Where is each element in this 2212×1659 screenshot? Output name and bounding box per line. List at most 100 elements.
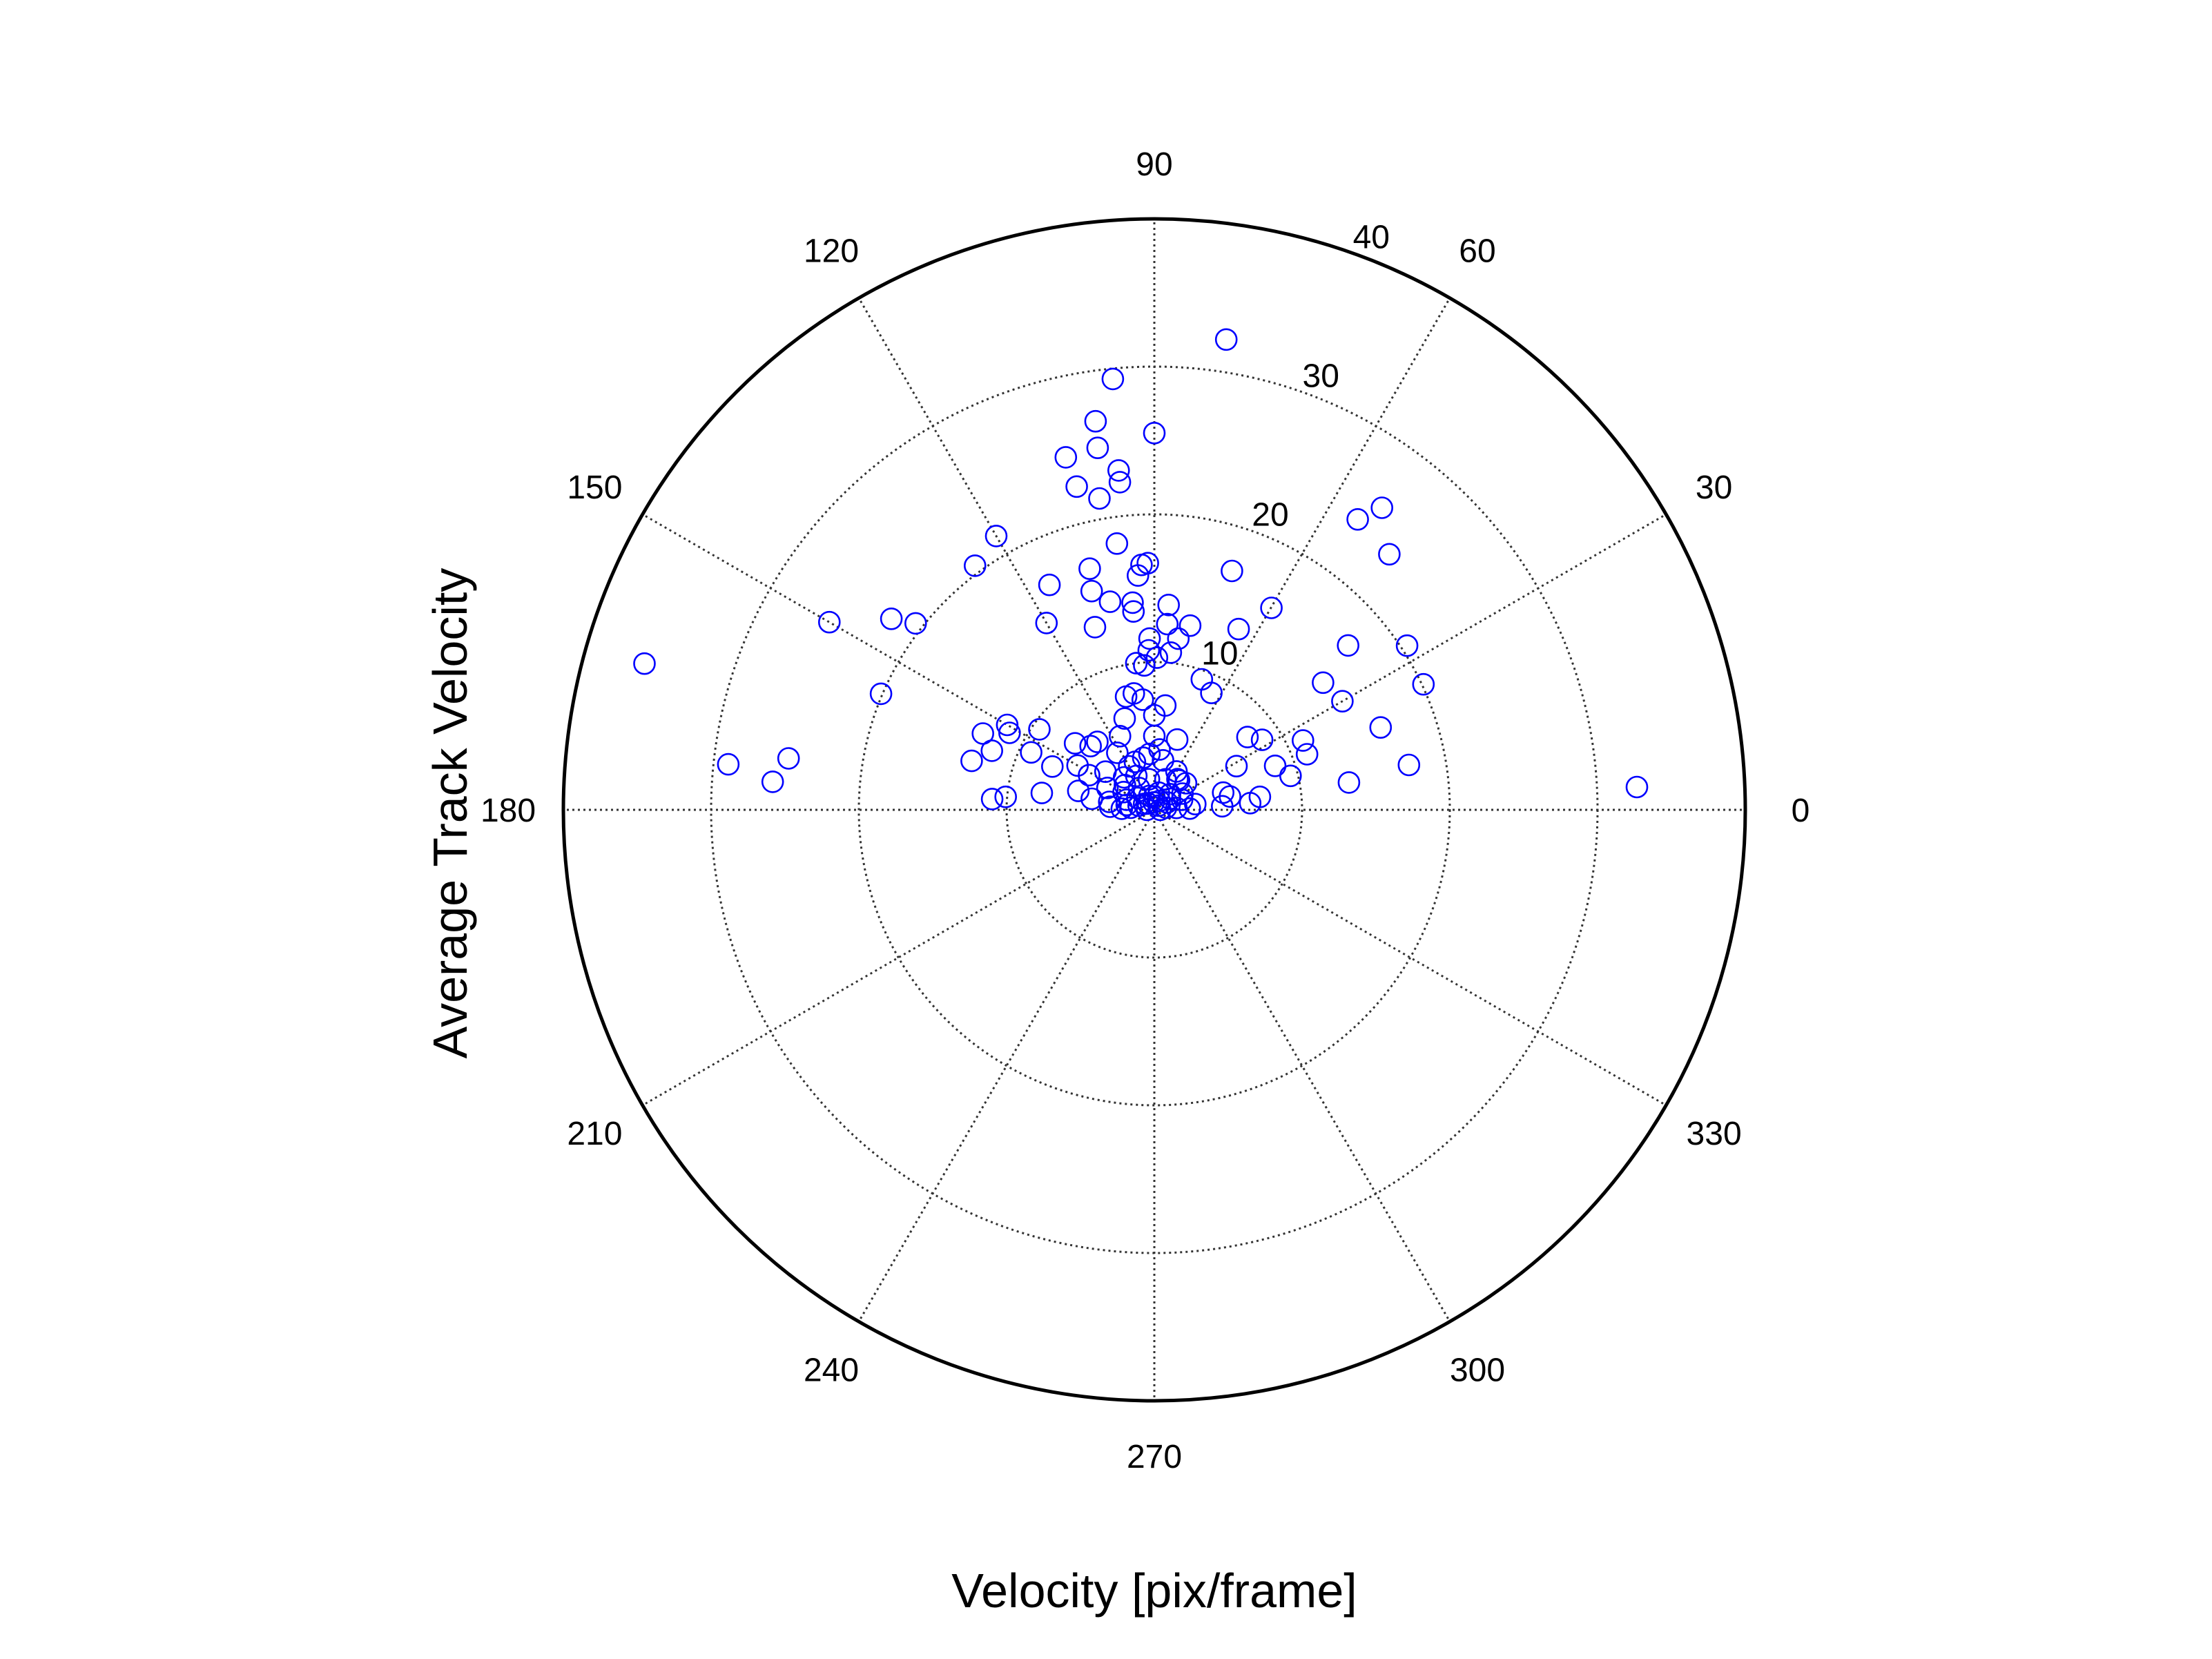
data-point xyxy=(960,749,983,773)
data-point xyxy=(1184,793,1207,815)
data-point xyxy=(1147,794,1170,817)
data-point xyxy=(1035,612,1058,634)
data-point xyxy=(1292,729,1314,752)
data-point xyxy=(971,722,994,745)
theta-tick-label-300: 300 xyxy=(1450,1352,1505,1389)
data-point xyxy=(1041,755,1064,778)
data-point xyxy=(1143,724,1166,748)
data-point xyxy=(869,682,893,706)
data-point xyxy=(1143,421,1166,445)
data-point xyxy=(1130,553,1153,576)
spoke-300 xyxy=(1153,809,1451,1323)
spoke-60 xyxy=(1153,297,1451,811)
data-point xyxy=(1625,775,1649,799)
data-point xyxy=(761,770,784,793)
data-point xyxy=(1119,796,1143,819)
data-point xyxy=(1125,764,1148,788)
spoke-240 xyxy=(857,809,1156,1323)
data-point xyxy=(1225,755,1248,777)
data-point xyxy=(980,739,1003,762)
data-point xyxy=(1080,787,1103,811)
data-point xyxy=(1312,671,1335,695)
data-point xyxy=(1211,795,1234,818)
data-point xyxy=(1123,750,1147,773)
theta-tick-label-240: 240 xyxy=(804,1352,859,1389)
data-point xyxy=(1250,728,1274,751)
spoke-210 xyxy=(641,808,1155,1107)
data-point xyxy=(1114,685,1138,708)
data-point xyxy=(1397,753,1421,777)
outer-ring xyxy=(561,217,1747,1403)
r-tick-label-20: 20 xyxy=(1252,497,1288,534)
data-point xyxy=(1125,652,1148,675)
data-point xyxy=(1083,616,1107,639)
y-axis-title: Average Track Velocity xyxy=(423,568,477,1059)
data-point xyxy=(1038,573,1061,596)
data-point xyxy=(777,747,800,770)
data-point xyxy=(1260,596,1283,619)
data-point xyxy=(1279,764,1302,788)
data-point xyxy=(1221,559,1243,583)
data-point xyxy=(964,554,987,577)
r-tick-label-40: 40 xyxy=(1353,219,1390,255)
data-point xyxy=(1109,725,1132,748)
data-point xyxy=(1158,783,1181,806)
data-point xyxy=(818,610,841,634)
data-point xyxy=(717,753,740,776)
data-point xyxy=(880,607,903,630)
spoke-150 xyxy=(641,513,1155,811)
data-point xyxy=(1159,641,1183,664)
data-point xyxy=(1156,612,1179,636)
data-point xyxy=(1337,634,1359,657)
data-point xyxy=(984,525,1008,547)
data-point xyxy=(1079,735,1102,757)
data-point xyxy=(1080,579,1103,603)
data-point xyxy=(1054,446,1078,469)
r-tick-label-10: 10 xyxy=(1201,636,1238,672)
theta-tick-label-330: 330 xyxy=(1687,1116,1742,1152)
data-point xyxy=(1088,487,1111,510)
data-point xyxy=(1110,797,1134,820)
data-point xyxy=(1295,743,1319,766)
data-point xyxy=(1086,436,1109,460)
data-point xyxy=(1412,672,1435,696)
theta-tick-label-0: 0 xyxy=(1792,793,1810,829)
data-point xyxy=(1145,646,1169,669)
data-point xyxy=(1065,475,1088,498)
data-point xyxy=(1127,564,1149,587)
spoke-330 xyxy=(1154,808,1667,1107)
data-point xyxy=(994,785,1017,808)
data-point xyxy=(904,612,927,635)
grid-ring-30 xyxy=(710,365,1599,1254)
data-point xyxy=(1094,760,1117,783)
data-point xyxy=(1157,593,1180,617)
data-point xyxy=(1369,716,1393,739)
data-point xyxy=(1098,590,1122,613)
data-point xyxy=(1178,614,1202,637)
data-point xyxy=(1263,755,1287,777)
data-point xyxy=(1028,718,1051,741)
data-point xyxy=(1096,777,1119,799)
theta-tick-label-30: 30 xyxy=(1696,469,1732,506)
data-point xyxy=(996,713,1019,737)
data-point xyxy=(1152,749,1174,772)
data-point xyxy=(1214,328,1238,351)
grid-ring-20 xyxy=(857,513,1451,1107)
data-point xyxy=(1239,792,1262,815)
data-point xyxy=(1165,728,1189,751)
data-points xyxy=(633,328,1649,822)
data-point xyxy=(1137,639,1161,662)
polar-grid xyxy=(561,217,1747,1403)
data-point xyxy=(1178,797,1201,820)
data-point xyxy=(1331,690,1354,713)
data-point xyxy=(1107,459,1130,482)
data-point xyxy=(1108,471,1132,494)
r-tick-label-30: 30 xyxy=(1303,358,1339,394)
data-point xyxy=(1132,793,1156,815)
data-point xyxy=(1131,688,1154,711)
data-point xyxy=(1078,764,1100,787)
data-point xyxy=(1020,741,1042,764)
data-point xyxy=(1084,409,1107,433)
theta-tick-label-210: 210 xyxy=(567,1116,622,1152)
